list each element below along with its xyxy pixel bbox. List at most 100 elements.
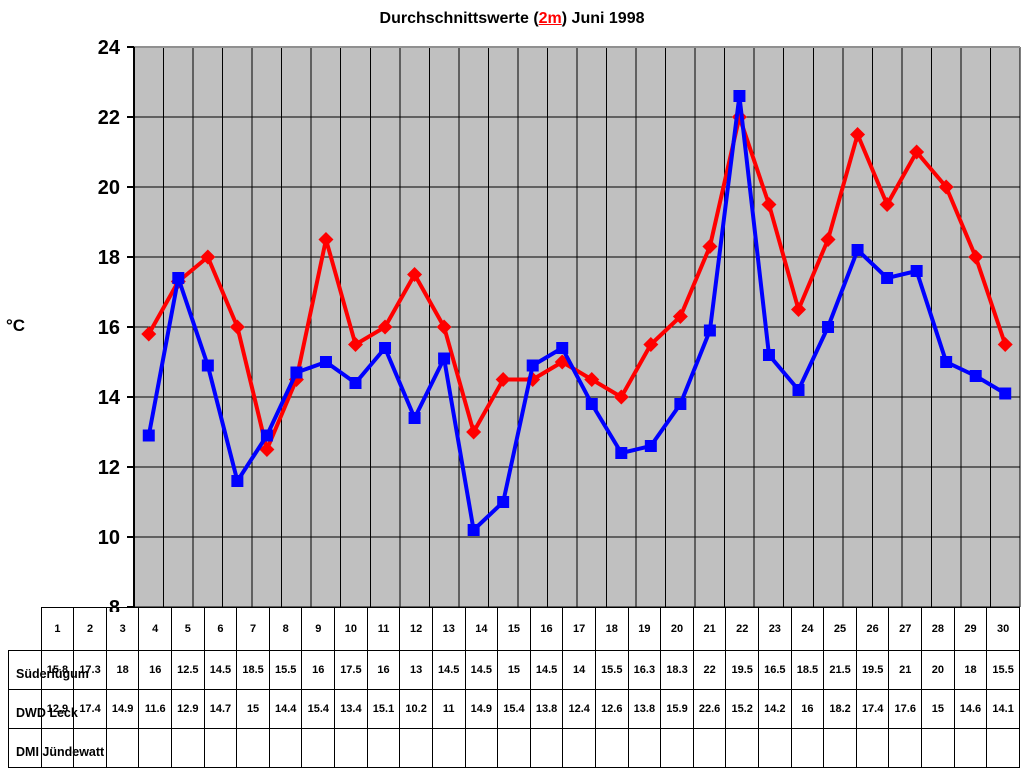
value-cell: 15.5 [268, 650, 303, 690]
value-cell: 14.9 [105, 689, 140, 729]
value-cell: 14.7 [203, 689, 238, 729]
day-header-cell: 6 [203, 607, 238, 651]
value-cell [986, 728, 1020, 768]
gridlines [133, 46, 1021, 608]
day-header-cell: 27 [888, 607, 923, 651]
day-header-cell: 20 [660, 607, 694, 651]
value-cell: 14.5 [203, 650, 238, 690]
svg-text:8: 8 [109, 597, 120, 612]
value-cell: 16 [366, 650, 401, 690]
value-cell: 17.5 [334, 650, 368, 690]
value-cell: 14.9 [464, 689, 499, 729]
legend-label: Süderlügum [16, 667, 89, 681]
value-cell: 13.4 [334, 689, 368, 729]
value-cell: 15.4 [301, 689, 336, 729]
value-cell [464, 728, 499, 768]
value-cell: 11.6 [138, 689, 173, 729]
value-cell [888, 728, 923, 768]
value-cell [627, 728, 662, 768]
y-axis-label: °C [6, 316, 26, 335]
value-cell [334, 728, 368, 768]
day-header-cell: 25 [823, 607, 857, 651]
value-cell: 15 [497, 650, 531, 690]
value-cell [497, 728, 531, 768]
value-cell: 12.9 [40, 689, 75, 729]
value-cell: 14.6 [953, 689, 988, 729]
day-header-cell: 19 [627, 607, 662, 651]
svg-text:16: 16 [98, 317, 120, 339]
svg-text:10: 10 [98, 527, 120, 549]
series-row: DWD Leck 12.9 17.4 14.9 11.6 12.9 14.7 15 14.4 15… [8, 689, 1020, 729]
value-cell: 17.4 [73, 689, 107, 729]
value-cell: 16.3 [627, 650, 662, 690]
value-cell: 12.9 [171, 689, 205, 729]
value-cell: 14.1 [986, 689, 1020, 729]
value-cell: 17.4 [855, 689, 890, 729]
series-square [142, 90, 1012, 536]
value-cell: 14.5 [529, 650, 564, 690]
value-cell: 17.6 [888, 689, 923, 729]
day-header-cell: 7 [236, 607, 270, 651]
value-cell: 18 [105, 650, 140, 690]
value-cell: 16.5 [758, 650, 792, 690]
value-cell [138, 728, 173, 768]
value-cell: 14 [562, 650, 596, 690]
value-cell [790, 728, 825, 768]
value-cell [105, 728, 140, 768]
day-header-cell: 3 [105, 607, 140, 651]
value-cell: 21.5 [823, 650, 857, 690]
value-cell [301, 728, 336, 768]
value-cell: 18.5 [236, 650, 270, 690]
value-cell: 18.2 [823, 689, 857, 729]
value-cell: 14.2 [758, 689, 792, 729]
svg-text:18: 18 [98, 247, 120, 269]
value-cell: 14.5 [431, 650, 466, 690]
value-cell: 19.5 [725, 650, 760, 690]
value-cell [268, 728, 303, 768]
svg-text:22: 22 [98, 107, 120, 129]
value-cell: 16 [790, 689, 825, 729]
value-cell [529, 728, 564, 768]
svg-text:24: 24 [98, 37, 121, 59]
value-cell: 18 [953, 650, 988, 690]
value-cell [692, 728, 727, 768]
value-cell: 13.8 [627, 689, 662, 729]
value-cell [236, 728, 270, 768]
value-cell: 15.2 [725, 689, 760, 729]
day-header-cell: 11 [366, 607, 401, 651]
value-cell [431, 728, 466, 768]
day-header-cell: 4 [138, 607, 173, 651]
title-height-link[interactable]: 2m [538, 10, 562, 27]
value-cell: 15.1 [366, 689, 401, 729]
day-header-cell: 10 [334, 607, 368, 651]
value-cell [921, 728, 955, 768]
value-cell: 21 [888, 650, 923, 690]
value-cell: 18.5 [790, 650, 825, 690]
value-cell: 22.6 [692, 689, 727, 729]
value-cell: 14.5 [464, 650, 499, 690]
value-cell: 16 [301, 650, 336, 690]
day-header-cell: 22 [725, 607, 760, 651]
value-cell: 14.4 [268, 689, 303, 729]
value-cell [758, 728, 792, 768]
svg-text:14: 14 [98, 387, 121, 409]
day-header-cell: 1 [40, 607, 75, 651]
value-cell [823, 728, 857, 768]
title-suffix: ) Juni 1998 [561, 10, 645, 27]
data-table: 1 2 3 4 5 6 7 8 9 10 11 12 13 14 15 16 17 18 19 20 21 22 23 24 2… [8, 607, 1020, 768]
value-cell [594, 728, 629, 768]
legend-label: DMI Jündewatt [16, 745, 105, 759]
value-cell: 22 [692, 650, 727, 690]
value-cell: 10.2 [399, 689, 433, 729]
day-header-cell: 24 [790, 607, 825, 651]
day-header-cell: 18 [594, 607, 629, 651]
value-cell [562, 728, 596, 768]
value-cell: 15.4 [497, 689, 531, 729]
series-row: DMI Jündewatt [8, 728, 1020, 768]
day-header-cell: 9 [301, 607, 336, 651]
day-header-cell: 21 [692, 607, 727, 651]
day-header-cell: 28 [921, 607, 955, 651]
value-cell: 19.5 [855, 650, 890, 690]
day-header-cell: 17 [562, 607, 596, 651]
svg-text:20: 20 [98, 177, 120, 199]
